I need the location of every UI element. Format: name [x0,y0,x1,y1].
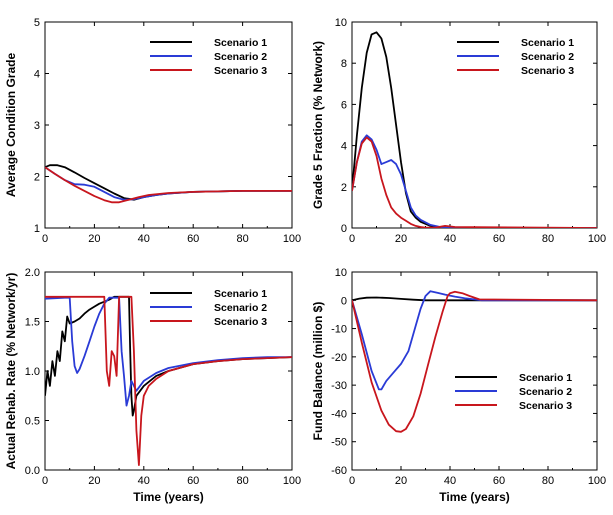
y-tick-label: -50 [331,437,347,449]
legend-label: Scenario 1 [214,37,267,49]
legend: Scenario 1 Scenario 2 Scenario 3 [455,372,572,412]
series-line-1 [352,296,597,302]
legend-label: Scenario 2 [521,51,574,63]
y-tick-label: -30 [331,380,347,392]
x-tick-label: 20 [395,475,407,487]
x-tick-label: 20 [88,475,100,487]
series-group [352,290,597,433]
legend: Scenario 1 Scenario 2 Scenario 3 [150,37,267,77]
x-tick-label: 80 [236,475,248,487]
x-tick-label: 80 [542,475,554,487]
x-tick-label: 100 [588,475,606,487]
chart-panel-1: 0 20 40 60 80 100 1 2 3 4 5 Average Condition Grade… [4,17,301,245]
y-tick-label: 10 [335,267,347,279]
x-tick-label: 80 [236,233,248,245]
y-tick-label: 2.0 [25,267,40,279]
y-tick-label: -40 [331,408,347,420]
series-group [45,164,292,204]
series-group [45,295,292,466]
chart-panel-2: 0 20 40 60 80 100 0 2 4 6 8 10 Grade 5 Fraction (% N… [311,17,606,245]
y-tick-label: 10 [335,17,347,29]
legend: Scenario 1 Scenario 2 Scenario 3 [150,288,267,328]
y-tick-label: 0 [341,295,347,307]
x-tick-label: 40 [138,233,150,245]
x-tick-label: 60 [187,475,199,487]
x-tick-label: 80 [542,233,554,245]
x-tick-label: 60 [493,475,505,487]
x-tick-label: 100 [588,233,606,245]
x-tick-label: 100 [283,475,301,487]
x-axis-label: Time (years) [439,490,509,504]
legend: Scenario 1 Scenario 2 Scenario 3 [457,37,574,77]
legend-label: Scenario 2 [214,302,267,314]
y-axis-label: Fund Balance (million $) [311,302,325,441]
x-tick-label: 0 [42,233,48,245]
y-tick-label: 5 [34,17,40,29]
y-tick-label: -20 [331,352,347,364]
legend-label: Scenario 2 [519,386,572,398]
y-tick-label: 0.0 [25,465,40,477]
y-tick-label: 0 [341,223,347,235]
y-tick-label: 4 [341,141,347,153]
x-tick-label: 20 [395,233,407,245]
legend-label: Scenario 1 [214,288,267,300]
x-tick-label: 40 [138,475,150,487]
chart-panel-3: 0 20 40 60 80 100 0.0 0.5 1.0 1.5 2.0 Actual Rehab.… [4,267,301,504]
x-tick-label: 0 [42,475,48,487]
x-tick-label: 0 [349,233,355,245]
series-line-1 [352,31,597,228]
legend-label: Scenario 3 [519,400,572,412]
series-line-3 [45,295,292,466]
y-tick-label: 8 [341,58,347,70]
x-tick-label: 60 [493,233,505,245]
legend-label: Scenario 1 [521,37,574,49]
x-tick-label: 40 [444,233,456,245]
y-tick-label: -10 [331,324,347,336]
y-tick-label: 0.5 [25,416,40,428]
plot-frame [351,271,598,471]
series-line-1 [45,164,292,201]
y-tick-label: 2 [34,172,40,184]
series-line-3 [352,136,597,228]
chart-panel-4: 0 20 40 60 80 100 -60 -50 -40 -30 -20 -10 0 10 Fund Ba… [311,267,606,504]
y-tick-label: 1 [34,223,40,235]
series-line-3 [45,166,292,204]
x-tick-label: 60 [187,233,199,245]
x-tick-label: 0 [349,475,355,487]
x-axis-label: Time (years) [133,490,203,504]
y-tick-label: 1.5 [25,317,40,329]
series-group [352,31,597,228]
y-tick-label: 2 [341,182,347,194]
legend-label: Scenario 3 [521,65,574,77]
y-axis-label: Actual Rehab. Rate (% Network/yr) [4,273,18,470]
y-tick-label: 4 [34,69,40,81]
x-tick-label: 20 [88,233,100,245]
legend-label: Scenario 1 [519,372,572,384]
x-tick-label: 100 [283,233,301,245]
y-tick-label: -60 [331,465,347,477]
y-tick-label: 1.0 [25,366,40,378]
series-line-2 [352,134,597,228]
legend-label: Scenario 3 [214,316,267,328]
y-tick-label: 3 [34,120,40,132]
series-line-3 [352,290,597,433]
legend-label: Scenario 3 [214,65,267,77]
series-line-2 [45,296,292,407]
series-line-2 [45,166,292,201]
series-line-2 [352,290,597,391]
legend-label: Scenario 2 [214,51,267,63]
y-axis-label: Average Condition Grade [4,53,18,198]
y-axis-label: Grade 5 Fraction (% Network) [311,41,325,209]
series-line-1 [45,295,292,417]
x-tick-label: 40 [444,475,456,487]
y-tick-label: 6 [341,99,347,111]
